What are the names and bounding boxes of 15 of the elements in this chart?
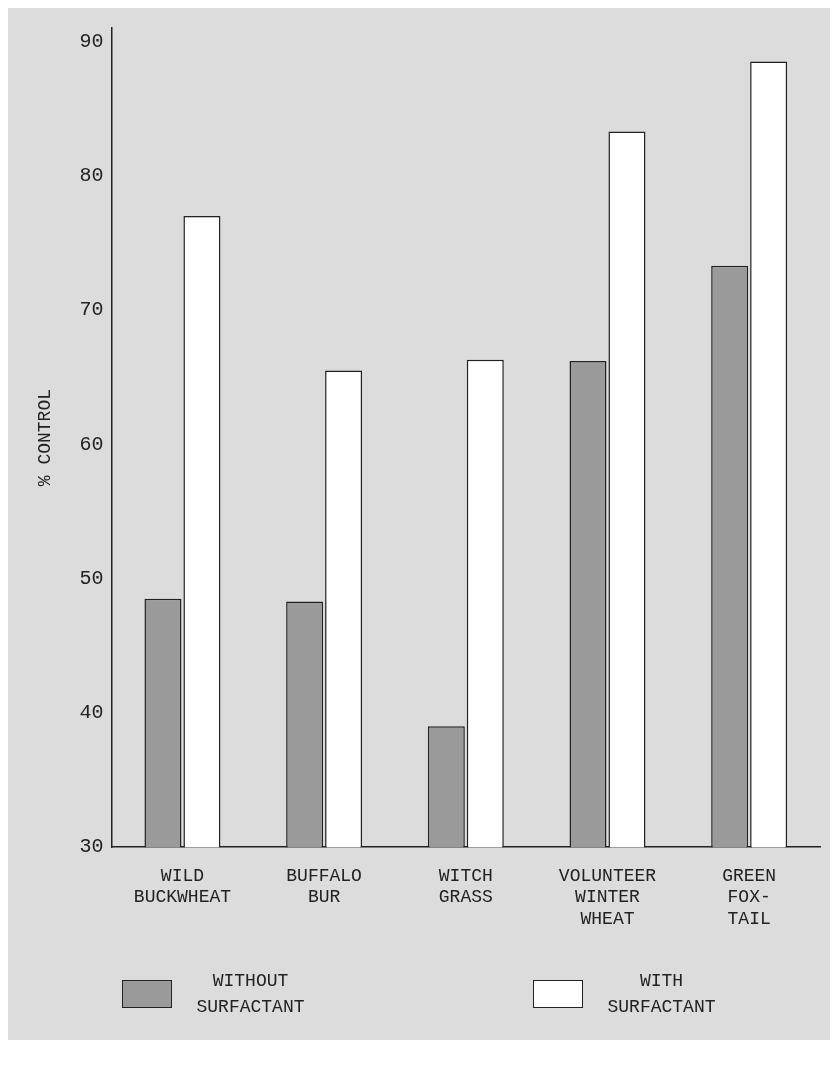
series-label: WITH SURFACTANT: [607, 970, 716, 1019]
y-tick-label: 80: [79, 164, 104, 188]
y-tick-label: 50: [79, 566, 104, 590]
x-tick-label: GREEN FOX-TAIL: [722, 865, 777, 929]
x-tick-label: VOLUNTEER WINTER WHEAT: [558, 865, 657, 929]
y-axis-title: % CONTROL: [34, 388, 55, 487]
x-tick-label: WILD BUCKWHEAT: [133, 865, 232, 908]
series-label: WITHOUT SURFACTANT: [196, 970, 305, 1019]
y-tick-label: 70: [79, 298, 104, 322]
x-tick-label: BUFFALO BUR: [286, 865, 362, 908]
y-tick-label: 60: [79, 432, 104, 456]
y-tick-label: 30: [79, 835, 104, 859]
x-tick-label: WITCH GRASS: [438, 865, 493, 908]
y-tick-label: 40: [79, 701, 104, 725]
y-tick-label: 90: [79, 29, 104, 53]
